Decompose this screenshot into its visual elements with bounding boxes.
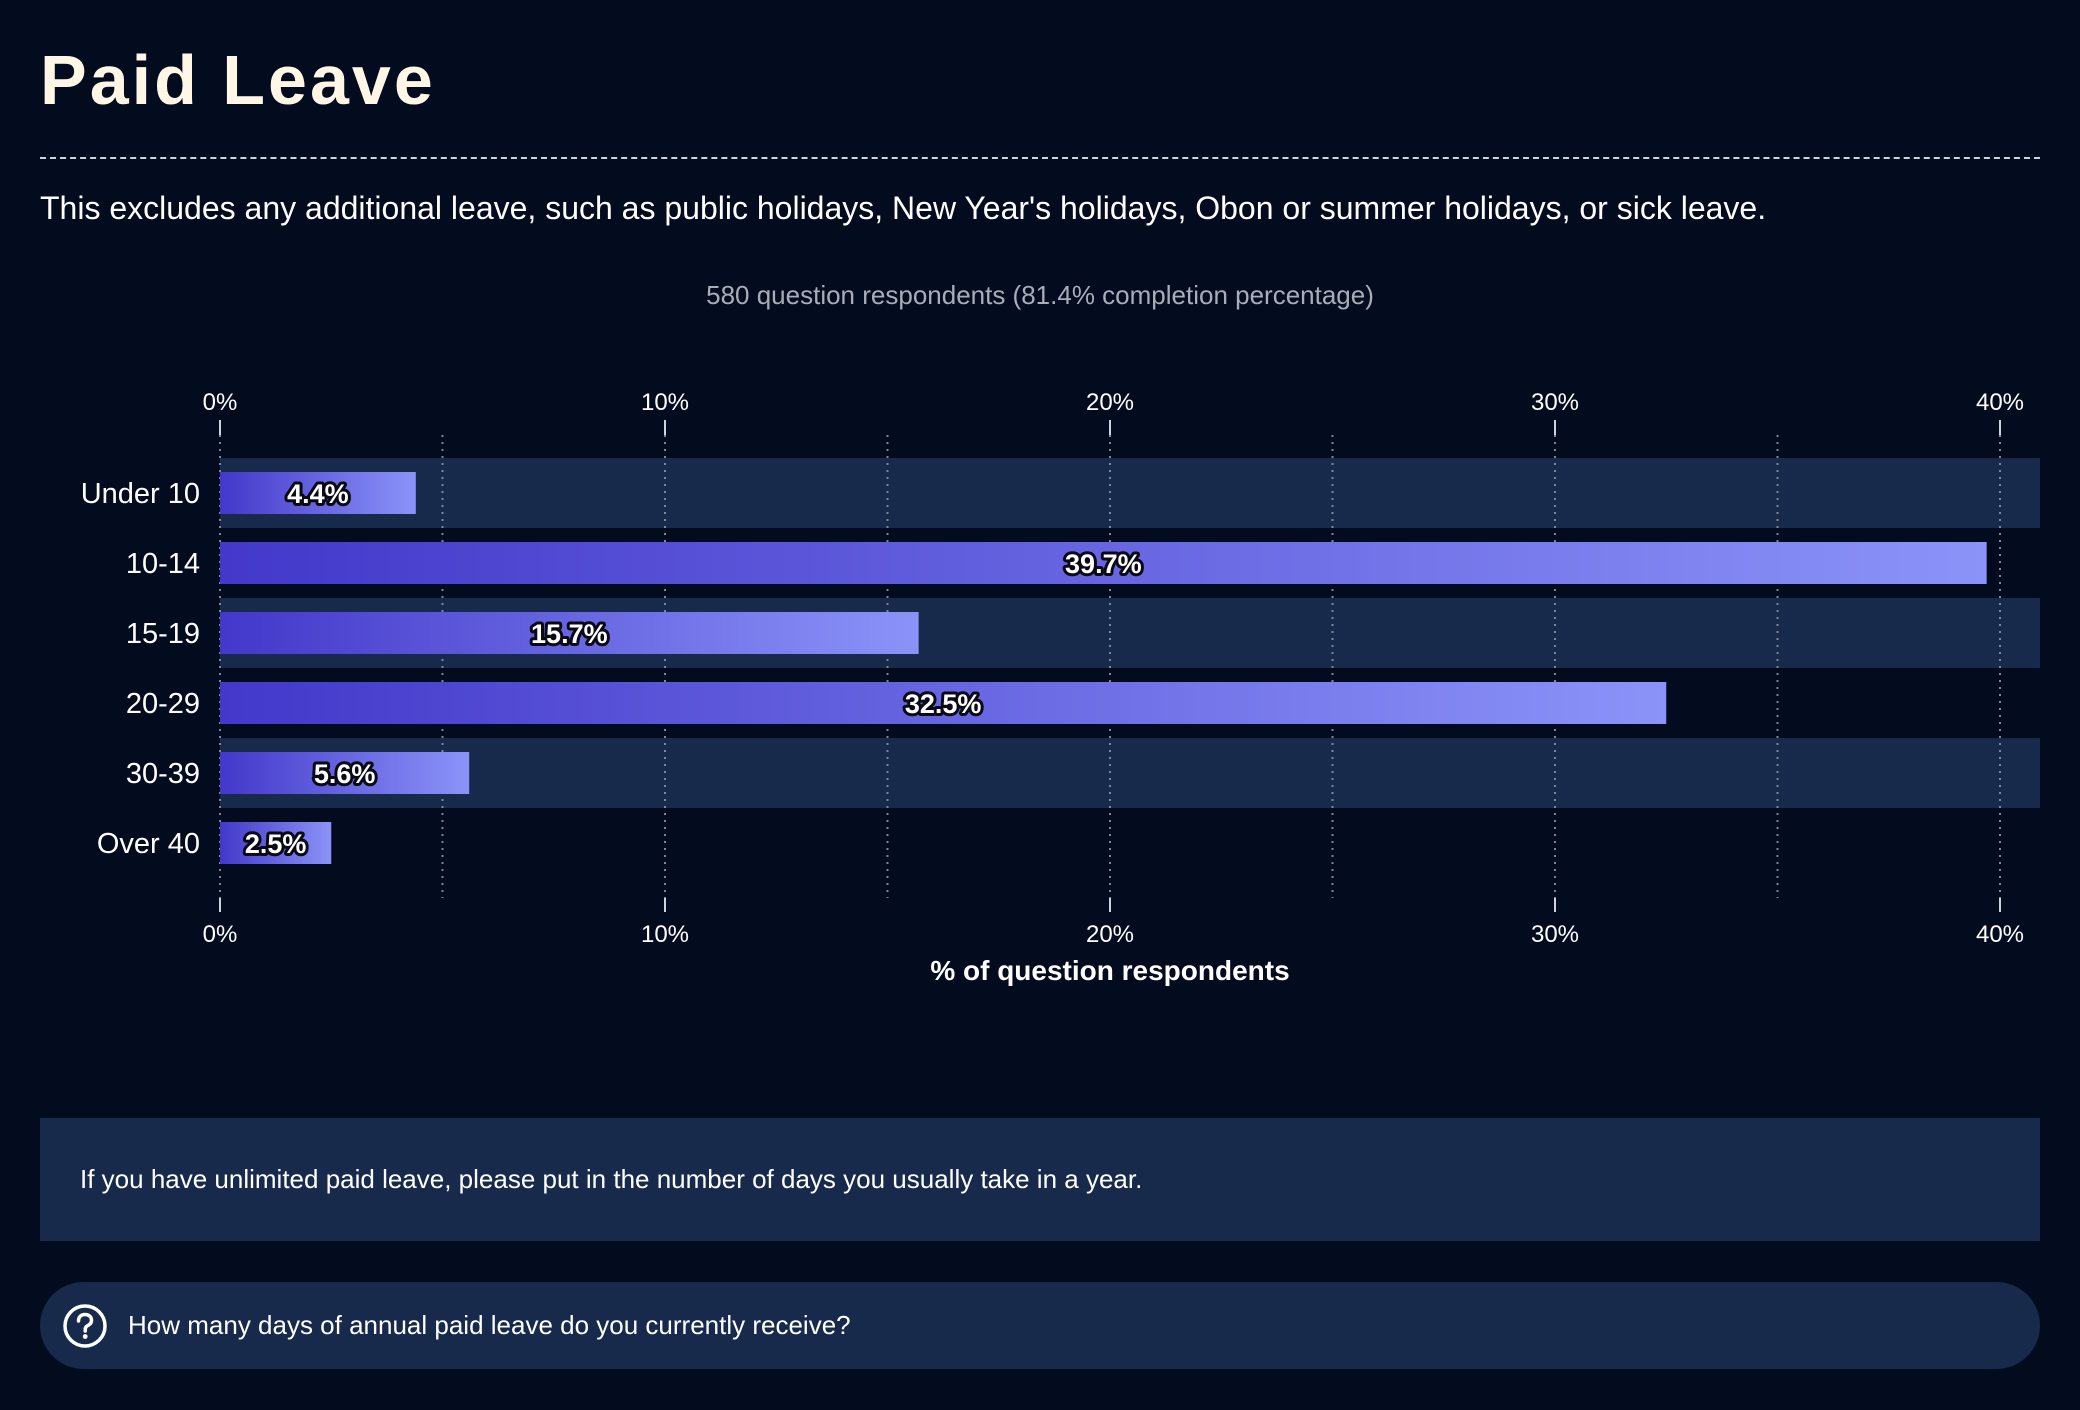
divider: [40, 157, 2040, 159]
note-text: If you have unlimited paid leave, please…: [80, 1164, 1143, 1194]
page-title: Paid Leave: [40, 41, 436, 119]
bar-chart: 0% 0% 10% 10% 20% 20% 30% 30% 40% 40% Under 10 10-…: [81, 389, 2040, 986]
category-label: 15-19: [126, 618, 200, 650]
x-tick-label: 20%: [1086, 921, 1134, 948]
x-tick-label: 20%: [1086, 389, 1134, 416]
bar: [220, 682, 1667, 724]
category-label: 30-39: [126, 758, 200, 790]
bar: [220, 612, 919, 654]
row-band: [220, 458, 2040, 528]
x-tick-label: 30%: [1531, 921, 1579, 948]
note-box: If you have unlimited paid leave, please…: [40, 1118, 2040, 1241]
bar: [220, 472, 416, 514]
data-label: 15.7%: [531, 619, 608, 649]
category-label: 10-14: [126, 548, 200, 580]
data-label: 32.5%: [905, 689, 982, 719]
x-tick-label: 10%: [641, 389, 689, 416]
data-label: 39.7%: [1065, 549, 1142, 579]
respondents-count: 580 question respondents (81.4% completi…: [706, 280, 1374, 310]
data-label: 4.4%: [287, 479, 349, 509]
x-tick-label: 40%: [1976, 389, 2024, 416]
x-tick-label: 30%: [1531, 389, 1579, 416]
category-label: 20-29: [126, 688, 200, 720]
x-tick-label: 0%: [203, 921, 238, 948]
x-tick-label: 40%: [1976, 921, 2024, 948]
bar: [220, 822, 332, 864]
question-circle-icon: [62, 1303, 108, 1349]
x-tick-label: 10%: [641, 921, 689, 948]
x-axis-label: % of question respondents: [930, 955, 1289, 986]
description: This excludes any additional leave, such…: [40, 190, 1767, 226]
question-bar[interactable]: How many days of annual paid leave do yo…: [40, 1282, 2040, 1369]
category-label: Under 10: [81, 478, 200, 510]
category-label: Over 40: [97, 828, 200, 860]
data-label: 2.5%: [245, 829, 307, 859]
row-band: [220, 738, 2040, 808]
bar: [220, 542, 1987, 584]
x-tick-label: 0%: [203, 389, 238, 416]
question-text: How many days of annual paid leave do yo…: [128, 1310, 851, 1340]
data-label: 5.6%: [314, 759, 376, 789]
bar: [220, 752, 470, 794]
